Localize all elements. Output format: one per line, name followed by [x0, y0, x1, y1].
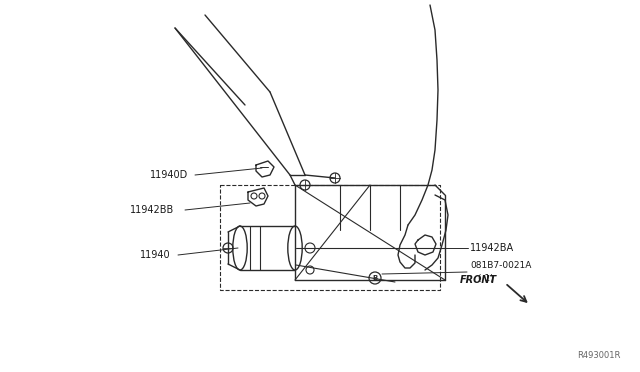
Text: 11942BA: 11942BA	[470, 243, 514, 253]
Text: FRONT: FRONT	[460, 275, 497, 285]
Text: B: B	[372, 276, 378, 282]
Text: 081B7-0021A: 081B7-0021A	[470, 260, 531, 269]
Text: 11940D: 11940D	[150, 170, 188, 180]
Text: 11942BB: 11942BB	[130, 205, 174, 215]
Text: ( 1): ( 1)	[478, 273, 493, 282]
Text: R493001R: R493001R	[577, 351, 620, 360]
Text: 11940: 11940	[140, 250, 171, 260]
